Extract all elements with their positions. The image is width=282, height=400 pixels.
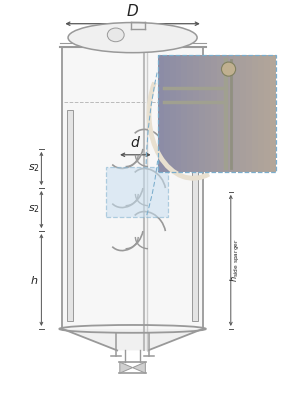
Bar bbox=[199, 55, 205, 172]
Text: $h$: $h$ bbox=[30, 274, 39, 286]
Bar bbox=[252, 55, 258, 172]
Bar bbox=[175, 55, 181, 172]
Bar bbox=[246, 55, 252, 172]
Bar bbox=[169, 55, 175, 172]
Bar bbox=[192, 110, 198, 321]
Ellipse shape bbox=[221, 62, 236, 76]
Bar bbox=[228, 55, 234, 172]
Ellipse shape bbox=[68, 22, 197, 53]
Bar bbox=[193, 55, 199, 172]
Text: $d$: $d$ bbox=[130, 135, 141, 150]
Bar bbox=[258, 55, 264, 172]
Polygon shape bbox=[62, 47, 203, 329]
Polygon shape bbox=[62, 329, 203, 350]
Bar bbox=[270, 55, 276, 172]
Polygon shape bbox=[120, 362, 133, 373]
Bar bbox=[264, 55, 270, 172]
Bar bbox=[181, 55, 187, 172]
Ellipse shape bbox=[107, 28, 124, 42]
Bar bbox=[67, 110, 73, 321]
Bar bbox=[240, 55, 246, 172]
Bar bbox=[234, 55, 240, 172]
Text: $h_\mathrm{side\ sparger}$: $h_\mathrm{side\ sparger}$ bbox=[229, 238, 242, 282]
Bar bbox=[217, 55, 223, 172]
Text: $D$: $D$ bbox=[126, 3, 139, 19]
Polygon shape bbox=[133, 362, 145, 373]
Bar bbox=[158, 55, 164, 172]
FancyBboxPatch shape bbox=[106, 166, 168, 217]
Text: $s_2$: $s_2$ bbox=[28, 204, 39, 216]
Bar bbox=[205, 55, 211, 172]
Bar bbox=[164, 55, 169, 172]
Bar bbox=[187, 55, 193, 172]
Text: $s_2$: $s_2$ bbox=[28, 162, 39, 174]
Bar bbox=[223, 55, 228, 172]
Bar bbox=[211, 55, 217, 172]
